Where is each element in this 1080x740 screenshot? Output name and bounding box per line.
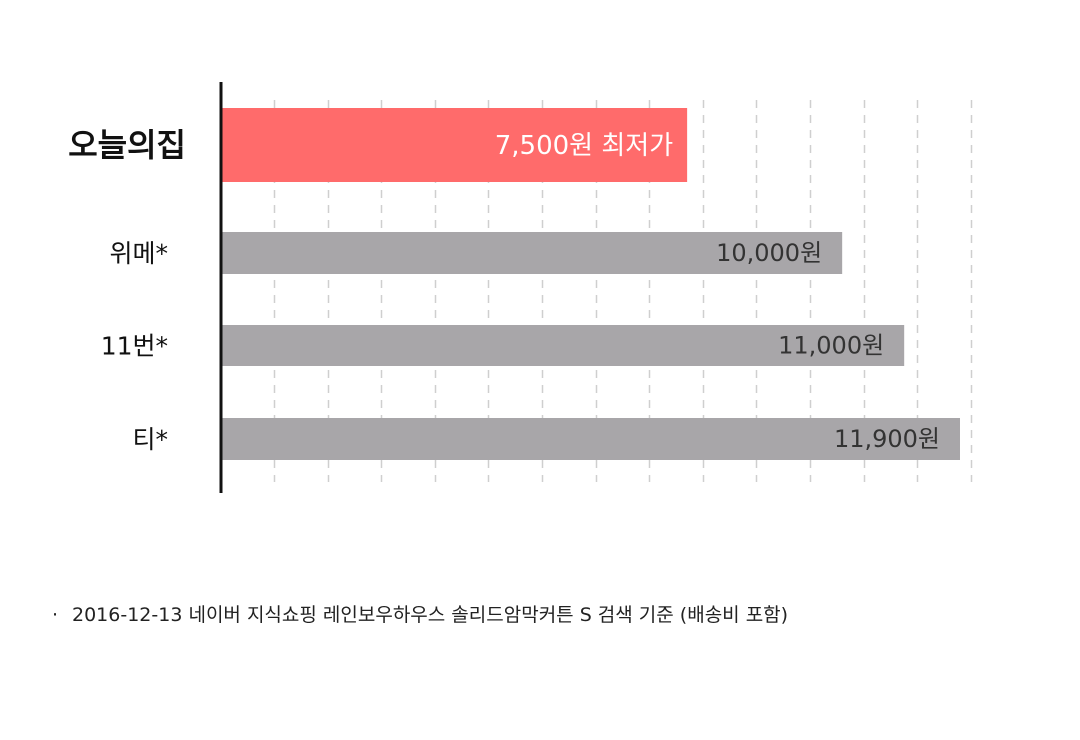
bars: 7,500원 최저가 10,000원 11,000원 11,900원 [222, 108, 960, 460]
bar-value-label-2: 10,000원 [716, 239, 822, 267]
bar-value-label-4: 11,900원 [834, 425, 940, 453]
bar-1 [222, 108, 688, 182]
category-label-2: 위메* [109, 239, 168, 268]
bar-3 [222, 325, 905, 366]
bar-value-label-1: 7,500원 최저가 [495, 131, 673, 161]
bar-2 [222, 232, 843, 274]
footnote-bullet: · [52, 604, 59, 626]
category-label-3: 11번* [101, 332, 168, 361]
bar-4 [222, 418, 960, 460]
footnote-text: 2016-12-13 네이버 지식쇼핑 레인보우하우스 솔리드암막커튼 S 검색… [72, 604, 789, 626]
bar-value-label-3: 11,000원 [778, 332, 884, 360]
category-label-1: 오늘의집 [68, 126, 186, 164]
footnote: · 2016-12-13 네이버 지식쇼핑 레인보우하우스 솔리드암막커튼 S 검… [52, 600, 788, 630]
category-label-4: 티* [132, 425, 168, 454]
